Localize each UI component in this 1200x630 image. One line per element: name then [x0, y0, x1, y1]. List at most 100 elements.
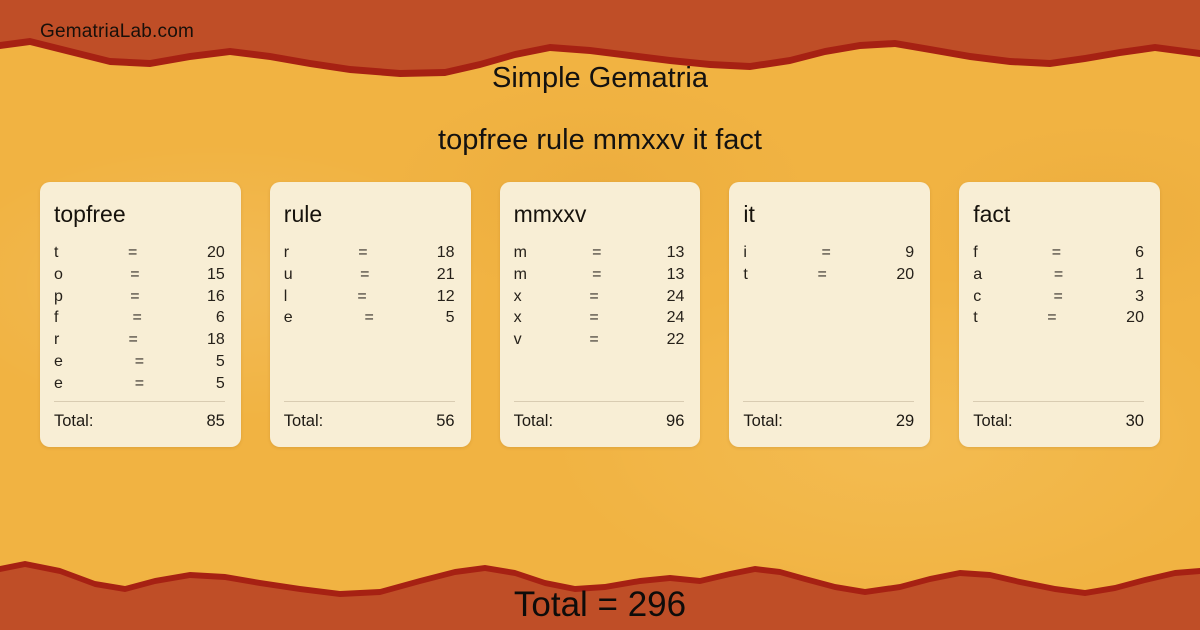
equals-sign: = [821, 244, 831, 261]
equals-sign: = [132, 309, 142, 327]
letter-value: 1 [1135, 265, 1144, 283]
letter-value: 6 [215, 309, 225, 327]
cards-row: topfree t = 20 o = 15 p = 16 f = 6 r = 1… [40, 182, 1160, 447]
letter-row: t = 20 [54, 242, 225, 264]
letter-row: u = 21 [284, 264, 455, 286]
letter-row: m = 13 [514, 242, 685, 264]
equals-sign: = [589, 331, 599, 349]
page-title: Simple Gematria [492, 62, 708, 94]
card-footer: Total: 56 [283, 401, 455, 433]
letter-row: f = 6 [973, 242, 1144, 264]
letter-row: f = 6 [54, 307, 225, 329]
letter-row: t = 20 [973, 307, 1144, 329]
letter-value: 20 [206, 244, 225, 261]
letter-value: 3 [1135, 287, 1144, 305]
equals-sign: = [134, 374, 145, 392]
card-word: mmxxv [513, 201, 587, 227]
letter: u [283, 265, 293, 283]
equals-sign: = [1053, 265, 1064, 283]
letter: v [513, 331, 522, 349]
letter-row: x = 24 [514, 286, 685, 308]
total-label: Total: [513, 412, 554, 430]
equals-sign: = [364, 309, 374, 327]
letter-row: e = 5 [54, 351, 225, 373]
equals-sign: = [589, 309, 599, 327]
card-divider [54, 401, 225, 402]
card-word: rule [283, 201, 323, 227]
equals-sign: = [1047, 309, 1057, 327]
letter-value: 5 [215, 352, 225, 370]
letter-row: v = 22 [514, 329, 685, 351]
card-divider [513, 401, 685, 402]
letter-row: r = 18 [54, 329, 225, 351]
card-word: fact [973, 201, 1011, 227]
letter: p [54, 287, 63, 305]
letter: f [973, 244, 978, 261]
card-total-row: Total: 96 [514, 409, 685, 433]
equals-sign: = [128, 331, 138, 349]
total-label: Total: [973, 412, 1013, 430]
letter: m [513, 244, 527, 261]
letter-row: m = 13 [514, 264, 685, 286]
letter-value: 24 [666, 287, 685, 305]
total-value: 30 [1125, 412, 1144, 430]
letter-value: 5 [445, 309, 455, 327]
equals-sign: = [358, 244, 368, 261]
total-label: Total: [283, 412, 324, 430]
letter: x [513, 287, 522, 305]
letter-row: p = 16 [54, 286, 225, 308]
letter-value: 5 [215, 374, 225, 392]
letter-value: 22 [666, 331, 685, 349]
card-footer: Total: 30 [973, 401, 1144, 433]
card-word: topfree [54, 201, 126, 227]
equals-sign: = [360, 265, 370, 283]
equals-sign: = [592, 265, 602, 283]
letter-value: 6 [1135, 244, 1144, 261]
top-band-shape [0, 0, 1200, 70]
letter-row: x = 24 [514, 307, 685, 329]
letter: e [283, 309, 293, 327]
card-divider [283, 401, 455, 402]
bottom-band-shape [0, 567, 1200, 630]
card-footer: Total: 85 [54, 401, 225, 433]
letter-row: l = 12 [284, 286, 455, 308]
letter-value: 9 [905, 244, 915, 261]
letter: t [54, 244, 59, 261]
letter-row: r = 18 [284, 242, 455, 264]
brand-link[interactable]: GematriaLab.com [40, 21, 195, 42]
equals-sign: = [1053, 287, 1063, 305]
word-card: rule r = 18 u = 21 l = 12 e = 5 Total: 5… [269, 182, 471, 447]
total-value: 29 [895, 412, 915, 430]
letter: f [54, 309, 59, 327]
equals-sign: = [130, 265, 140, 283]
letter-value: 18 [206, 331, 225, 349]
equals-sign: = [130, 287, 140, 305]
letter-row: i = 9 [743, 242, 914, 264]
word-card: topfree t = 20 o = 15 p = 16 f = 6 r = 1… [40, 182, 241, 447]
letter: m [513, 265, 527, 283]
letter-value: 13 [666, 244, 685, 261]
word-card: fact f = 6 a = 1 c = 3 t = 20 Total: 30 [959, 182, 1160, 447]
card-word: it [743, 201, 755, 227]
card-rows: m = 13 m = 13 x = 24 x = 24 v = 22 [514, 242, 685, 351]
letter: t [743, 265, 748, 283]
total-value: 56 [436, 412, 455, 430]
equals-sign: = [589, 287, 599, 305]
total-label: Total: [54, 412, 94, 430]
letter-row: o = 15 [54, 264, 225, 286]
card-total-row: Total: 30 [973, 409, 1144, 433]
letter: e [54, 352, 63, 370]
card-rows: i = 9 t = 20 [743, 242, 914, 286]
card-rows: r = 18 u = 21 l = 12 e = 5 [284, 242, 455, 329]
card-divider [743, 401, 915, 402]
letter-value: 24 [666, 309, 685, 327]
letter-row: e = 5 [54, 373, 225, 395]
letter-value: 15 [207, 265, 225, 283]
letter: o [54, 265, 63, 283]
letter: l [283, 287, 288, 305]
equals-sign: = [592, 244, 602, 261]
equals-sign: = [1051, 244, 1062, 261]
equals-sign: = [128, 244, 138, 261]
bottom-torn-band [0, 561, 1200, 630]
